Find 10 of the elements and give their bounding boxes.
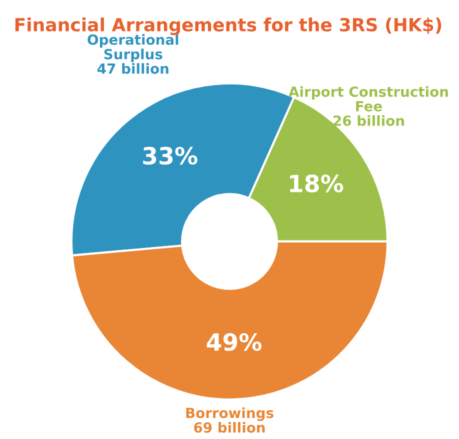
text: 33% xyxy=(143,146,198,165)
chart-title: Financial Arrangements for the 3RS (HK$) xyxy=(15,18,442,36)
text: 49% xyxy=(206,333,262,351)
data-label: 26 billion xyxy=(334,115,404,126)
slice-label: Operational Surplus xyxy=(88,34,178,62)
data-label: 69 billion xyxy=(194,422,265,433)
text: 18% xyxy=(290,174,344,192)
slice-label: Airport Construction Fee xyxy=(288,86,448,112)
data-label: 47 billion xyxy=(97,63,168,74)
slice-label: Borrowings xyxy=(186,407,274,421)
